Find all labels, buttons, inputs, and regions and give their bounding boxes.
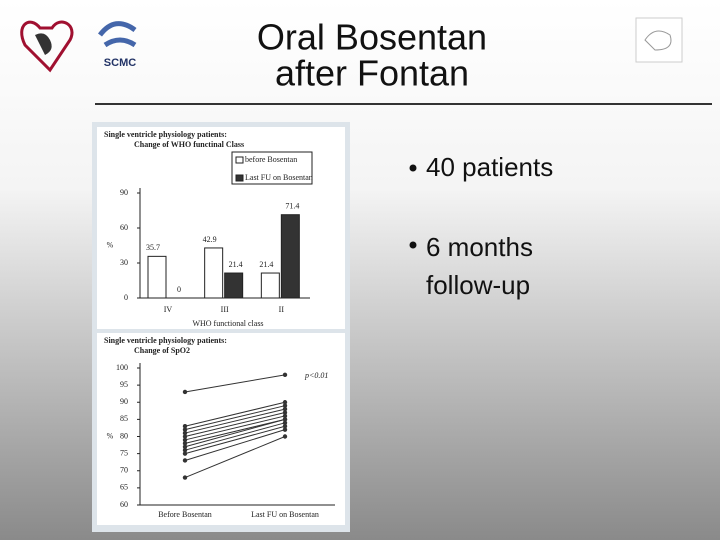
chart-title: Single ventricle physiology patients: bbox=[104, 130, 227, 139]
data-label: 21.4 bbox=[259, 260, 273, 269]
y-tick-label: 70 bbox=[120, 466, 128, 475]
y-tick-label: 60 bbox=[120, 223, 128, 232]
point bbox=[182, 444, 188, 449]
point bbox=[182, 448, 188, 453]
point bbox=[282, 424, 288, 429]
bar bbox=[260, 272, 280, 299]
bar-chart-panel bbox=[97, 127, 345, 329]
point bbox=[182, 427, 188, 432]
data-label: 35.7 bbox=[146, 243, 160, 252]
heart-logo-map bbox=[35, 33, 52, 55]
y-tick-label: 30 bbox=[120, 258, 128, 267]
bar bbox=[147, 255, 167, 299]
legend-box bbox=[231, 151, 313, 185]
point bbox=[282, 372, 288, 378]
patient-line bbox=[184, 415, 286, 441]
annotation: p<0.01 bbox=[304, 371, 328, 380]
x-tick-label: IV bbox=[164, 305, 173, 314]
point bbox=[182, 458, 188, 463]
x-axis-label: WHO functional class bbox=[192, 319, 263, 328]
bar bbox=[204, 247, 224, 299]
data-label: 21.4 bbox=[229, 260, 243, 269]
corner-logo bbox=[635, 17, 683, 63]
point bbox=[182, 430, 188, 436]
bullet-text: 6 months follow-up bbox=[426, 232, 533, 300]
corner-logo-map bbox=[644, 30, 672, 51]
patient-line bbox=[184, 429, 286, 461]
patient-line bbox=[184, 374, 286, 393]
y-axis-label: % bbox=[107, 240, 114, 249]
y-tick-label: 90 bbox=[120, 188, 128, 197]
point bbox=[282, 417, 288, 422]
y-tick-label: 100 bbox=[116, 363, 128, 372]
point bbox=[182, 475, 188, 480]
x-tick-label: Before Bosentan bbox=[158, 510, 212, 519]
legend-label: Last FU on Bosentan bbox=[245, 173, 313, 182]
x-tick-label: Last FU on Bosentan bbox=[251, 510, 319, 519]
y-axis-label: % bbox=[107, 431, 114, 440]
bar bbox=[224, 272, 244, 299]
logo-text: SCMC bbox=[104, 57, 136, 69]
bullet-text: 40 patients bbox=[426, 152, 553, 182]
chart-title: Change of WHO functinal Class bbox=[134, 140, 244, 149]
point bbox=[282, 413, 288, 419]
patient-line bbox=[184, 418, 286, 444]
point bbox=[282, 420, 288, 425]
slide-title: after Fontan bbox=[275, 53, 469, 94]
point bbox=[182, 437, 188, 443]
legend-swatch bbox=[235, 174, 244, 182]
x-tick-label: III bbox=[221, 305, 229, 314]
point bbox=[282, 403, 288, 408]
point bbox=[182, 434, 188, 439]
legend-label: before Bosentan bbox=[245, 155, 297, 164]
patient-line bbox=[184, 401, 286, 427]
bar bbox=[280, 214, 300, 299]
point bbox=[282, 400, 288, 405]
data-label: 0 bbox=[177, 285, 181, 294]
data-label: 71.4 bbox=[285, 202, 299, 211]
y-tick-label: 90 bbox=[120, 397, 128, 406]
x-tick-label: II bbox=[279, 305, 285, 314]
y-tick-label: 80 bbox=[120, 431, 128, 440]
chart-title: Single ventricle physiology patients: bbox=[104, 336, 227, 345]
point bbox=[282, 427, 288, 432]
y-tick-label: 0 bbox=[124, 293, 128, 302]
line-chart-panel bbox=[97, 333, 345, 525]
y-tick-label: 85 bbox=[120, 414, 128, 423]
bullet-box: 6 months follow-up bbox=[426, 232, 533, 300]
scmc-logo bbox=[98, 21, 137, 48]
legend-swatch bbox=[235, 156, 244, 164]
chart-title: Change of SpO2 bbox=[134, 346, 190, 355]
bullet-dot bbox=[409, 164, 417, 172]
point bbox=[282, 406, 288, 412]
bullet-dot bbox=[409, 241, 417, 249]
patient-line bbox=[184, 405, 286, 431]
y-tick-label: 75 bbox=[120, 448, 128, 457]
patient-line bbox=[184, 408, 286, 434]
patient-line bbox=[184, 412, 286, 437]
data-label: 42.9 bbox=[203, 235, 217, 244]
patient-line bbox=[184, 425, 286, 455]
point bbox=[182, 424, 188, 429]
patient-line bbox=[184, 418, 286, 448]
y-tick-label: 60 bbox=[120, 500, 128, 509]
patient-line bbox=[184, 422, 286, 451]
y-tick-label: 65 bbox=[120, 483, 128, 492]
point bbox=[282, 434, 288, 439]
point bbox=[182, 441, 188, 446]
slide-title: Oral Bosentan bbox=[257, 17, 487, 58]
point bbox=[182, 389, 188, 395]
y-tick-label: 95 bbox=[120, 380, 128, 389]
point bbox=[282, 410, 288, 415]
heart-logo bbox=[20, 20, 74, 73]
point bbox=[182, 451, 188, 456]
patient-line bbox=[184, 436, 286, 479]
